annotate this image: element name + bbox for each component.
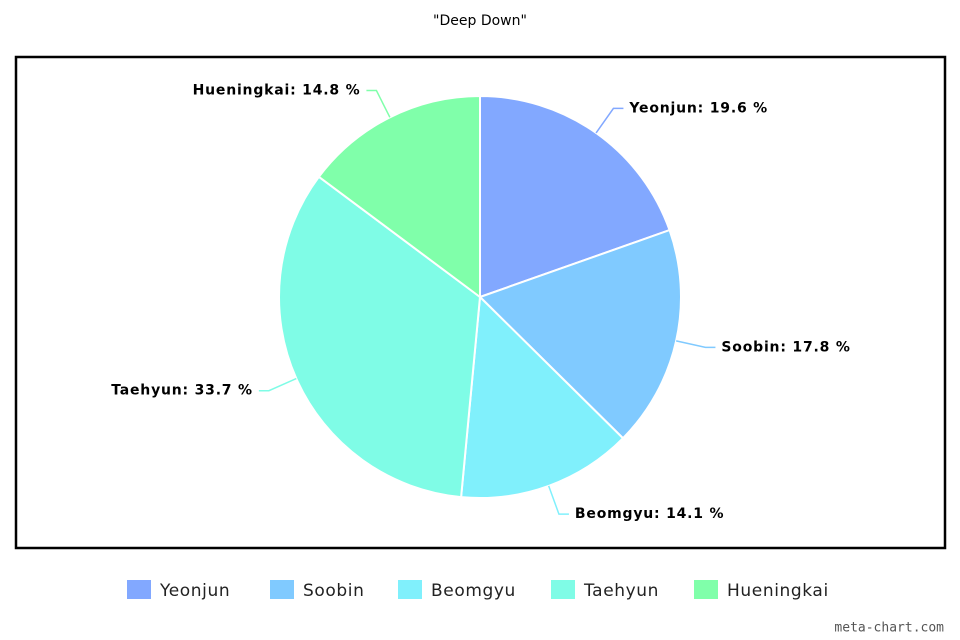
legend-label: Hueningkai [727,581,829,601]
pie-slice [278,175,482,499]
data-label: Hueningkai: 14.8 % [193,83,361,99]
plot-frame [14,55,947,550]
leader-line [258,377,297,392]
legend-swatch [694,580,718,599]
legend-label: Yeonjun [159,581,230,601]
chart-title: "Deep Down" [433,13,527,29]
leader-line [675,340,716,349]
leader-line [595,107,624,134]
data-label: Beomgyu: 14.1 % [575,506,724,522]
leader-line [547,485,569,515]
legend-swatch [270,580,294,599]
legend-label: Taehyun [583,581,659,601]
legend-label: Beomgyu [431,581,516,601]
data-label: Soobin: 17.8 % [721,339,850,355]
data-label: Taehyun: 33.7 % [111,383,253,399]
legend-swatch [551,580,575,599]
leader-line [366,89,391,118]
legend-swatch [127,580,151,599]
credit: meta-chart.com [834,621,944,636]
legend-label: Soobin [303,581,364,601]
data-label: Yeonjun: 19.6 % [628,100,768,116]
legend-swatch [398,580,422,599]
